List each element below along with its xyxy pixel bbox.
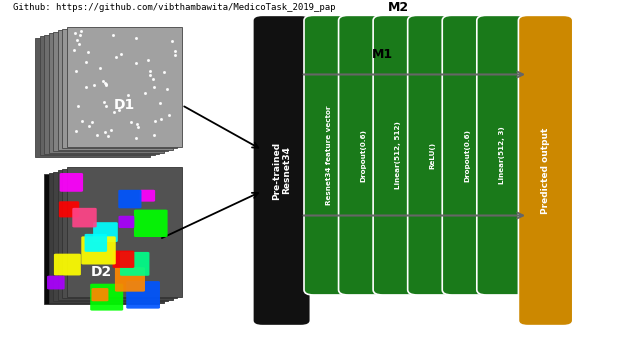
FancyBboxPatch shape bbox=[58, 30, 173, 150]
Text: Pre-trained
Resnet34: Pre-trained Resnet34 bbox=[272, 142, 291, 199]
FancyBboxPatch shape bbox=[40, 36, 155, 155]
FancyBboxPatch shape bbox=[126, 281, 160, 309]
FancyBboxPatch shape bbox=[113, 251, 134, 268]
Text: ReLU(): ReLU() bbox=[429, 142, 436, 169]
FancyBboxPatch shape bbox=[49, 173, 164, 302]
FancyBboxPatch shape bbox=[67, 28, 182, 147]
FancyBboxPatch shape bbox=[54, 254, 81, 276]
Text: D1: D1 bbox=[113, 98, 135, 112]
FancyBboxPatch shape bbox=[477, 15, 527, 295]
FancyBboxPatch shape bbox=[49, 33, 164, 152]
FancyBboxPatch shape bbox=[93, 222, 118, 242]
FancyBboxPatch shape bbox=[35, 38, 150, 157]
Text: Github: https://github.com/vibthambawita/MedicoTask_2019_pap: Github: https://github.com/vibthambawita… bbox=[13, 3, 335, 12]
FancyBboxPatch shape bbox=[90, 284, 124, 311]
Text: M1: M1 bbox=[372, 48, 393, 61]
FancyBboxPatch shape bbox=[518, 15, 573, 326]
FancyBboxPatch shape bbox=[304, 15, 354, 295]
FancyBboxPatch shape bbox=[67, 167, 182, 297]
FancyBboxPatch shape bbox=[72, 208, 97, 227]
FancyBboxPatch shape bbox=[53, 32, 168, 151]
FancyBboxPatch shape bbox=[92, 288, 108, 301]
FancyBboxPatch shape bbox=[59, 201, 79, 218]
FancyBboxPatch shape bbox=[140, 190, 155, 202]
Text: Dropout(0.6): Dropout(0.6) bbox=[360, 129, 367, 182]
FancyBboxPatch shape bbox=[120, 252, 150, 276]
FancyBboxPatch shape bbox=[62, 169, 177, 298]
FancyBboxPatch shape bbox=[81, 236, 116, 265]
FancyBboxPatch shape bbox=[118, 216, 134, 228]
FancyBboxPatch shape bbox=[134, 210, 168, 237]
Text: Linear(512, 512): Linear(512, 512) bbox=[395, 121, 401, 189]
Text: Resnet34 feature vector: Resnet34 feature vector bbox=[326, 105, 332, 205]
Text: D2: D2 bbox=[91, 265, 113, 279]
FancyBboxPatch shape bbox=[44, 35, 159, 154]
FancyBboxPatch shape bbox=[373, 15, 423, 295]
Text: Predicted output: Predicted output bbox=[541, 127, 550, 214]
FancyBboxPatch shape bbox=[44, 175, 159, 304]
FancyBboxPatch shape bbox=[118, 190, 141, 208]
Text: Dropout(0.6): Dropout(0.6) bbox=[464, 129, 470, 182]
FancyBboxPatch shape bbox=[62, 29, 177, 148]
FancyBboxPatch shape bbox=[47, 276, 65, 290]
FancyBboxPatch shape bbox=[115, 267, 145, 292]
FancyBboxPatch shape bbox=[84, 234, 107, 252]
FancyBboxPatch shape bbox=[58, 170, 173, 300]
Text: Linear(512, 3): Linear(512, 3) bbox=[499, 126, 505, 184]
FancyBboxPatch shape bbox=[339, 15, 388, 295]
FancyBboxPatch shape bbox=[60, 173, 83, 192]
FancyBboxPatch shape bbox=[253, 15, 310, 326]
FancyBboxPatch shape bbox=[408, 15, 458, 295]
FancyBboxPatch shape bbox=[442, 15, 492, 295]
FancyBboxPatch shape bbox=[53, 172, 168, 301]
Text: M2: M2 bbox=[387, 1, 409, 14]
